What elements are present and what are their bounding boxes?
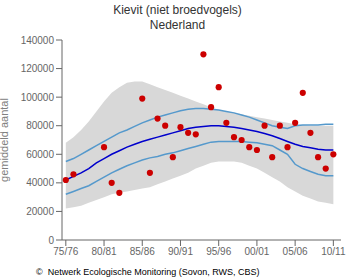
svg-text:85/86: 85/86 [130,246,155,257]
svg-text:05/06: 05/06 [283,246,308,257]
svg-text:75/76: 75/76 [53,246,78,257]
svg-text:40000: 40000 [26,177,54,188]
svg-text:0: 0 [48,235,54,246]
svg-text:90/91: 90/91 [168,246,193,257]
html-text:Kievit (niet broedvogels): Kievit (niet broedvogels) [113,3,242,17]
svg-text:100000: 100000 [21,92,55,103]
svg-text:gemiddeld aantal: gemiddeld aantal [8,98,10,182]
svg-text:60000: 60000 [26,149,54,160]
svg-text:00/01: 00/01 [244,246,269,257]
svg-text:140000: 140000 [21,35,55,46]
svg-text:10/11: 10/11 [321,246,346,257]
svg-text:20000: 20000 [26,206,54,217]
html-text:Nederland: Nederland [149,18,206,32]
svg-text:80000: 80000 [26,120,54,131]
svg-text:80/81: 80/81 [92,246,117,257]
svg-text:95/96: 95/96 [206,246,231,257]
svg-text:120000: 120000 [21,63,55,74]
html-text:© Netwerk Ecologische Monitori: © Netwerk Ecologische Monitoring (Sovon,… [36,267,260,277]
